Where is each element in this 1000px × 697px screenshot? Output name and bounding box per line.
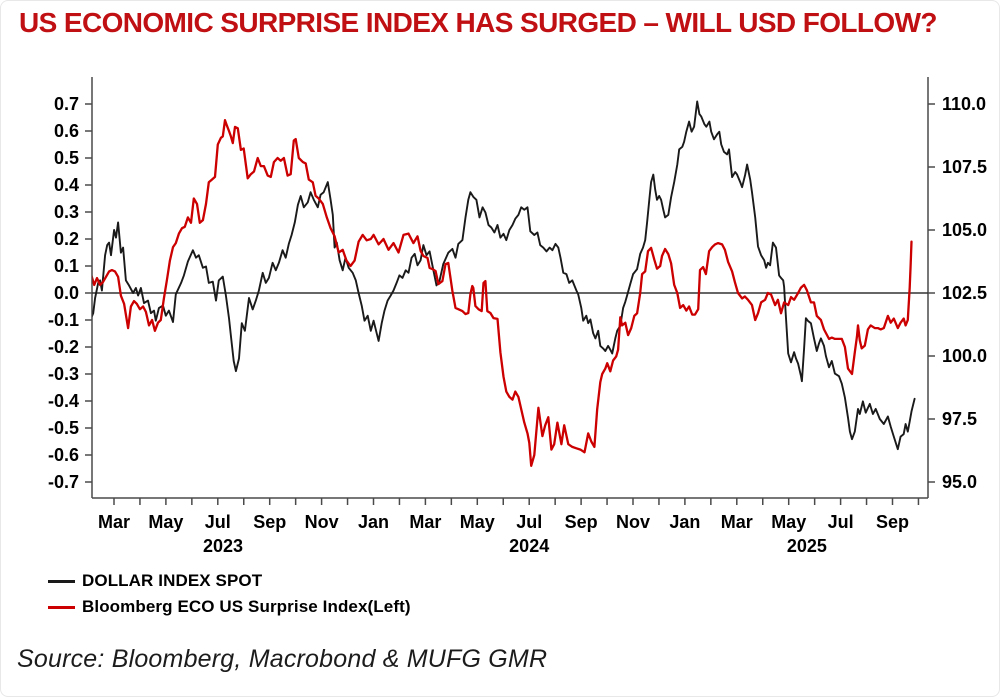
svg-text:Jul: Jul bbox=[828, 512, 854, 532]
svg-text:-0.1: -0.1 bbox=[48, 310, 79, 330]
svg-text:May: May bbox=[771, 512, 806, 532]
svg-text:Sep: Sep bbox=[565, 512, 598, 532]
svg-text:-0.2: -0.2 bbox=[48, 337, 79, 357]
svg-text:107.5: 107.5 bbox=[942, 157, 987, 177]
svg-text:105.0: 105.0 bbox=[942, 220, 987, 240]
svg-text:0.7: 0.7 bbox=[54, 94, 79, 114]
svg-text:Mar: Mar bbox=[721, 512, 753, 532]
svg-text:0.0: 0.0 bbox=[54, 283, 79, 303]
svg-text:102.5: 102.5 bbox=[942, 283, 987, 303]
legend-label-dollar-index: DOLLAR INDEX SPOT bbox=[82, 571, 263, 590]
legend: DOLLAR INDEX SPOT Bloomberg ECO US Surpr… bbox=[48, 568, 411, 620]
series-surprise-index bbox=[92, 119, 913, 467]
svg-text:0.2: 0.2 bbox=[54, 229, 79, 249]
svg-text:Sep: Sep bbox=[253, 512, 286, 532]
svg-text:2023: 2023 bbox=[203, 536, 243, 556]
svg-text:Jan: Jan bbox=[669, 512, 700, 532]
svg-text:Jul: Jul bbox=[205, 512, 231, 532]
svg-text:0.4: 0.4 bbox=[54, 175, 79, 195]
series-lines bbox=[92, 100, 916, 467]
svg-text:0.3: 0.3 bbox=[54, 202, 79, 222]
legend-line-swatch-black bbox=[48, 579, 75, 583]
svg-text:0.6: 0.6 bbox=[54, 121, 79, 141]
svg-text:Jul: Jul bbox=[516, 512, 542, 532]
left-axis-ticks: 0.7 0.6 0.5 0.4 0.3 0.2 0.1 0.0 -0.1 -0.2 -0.3 -0.4… bbox=[48, 94, 92, 492]
chart-area: 0.7 0.6 0.5 0.4 0.3 0.2 0.1 0.0 -0.1 -0.2 -0.3 -0.4… bbox=[1, 1, 999, 561]
legend-item-dollar-index: DOLLAR INDEX SPOT bbox=[48, 568, 411, 594]
svg-text:100.0: 100.0 bbox=[942, 346, 987, 366]
legend-label-surprise-index: Bloomberg ECO US Surprise Index(Left) bbox=[82, 597, 411, 616]
svg-text:0.1: 0.1 bbox=[54, 256, 79, 276]
svg-text:Nov: Nov bbox=[616, 512, 650, 532]
svg-text:-0.7: -0.7 bbox=[48, 472, 79, 492]
svg-text:May: May bbox=[148, 512, 183, 532]
series-dollar-index bbox=[92, 100, 916, 451]
source-caption: Source: Bloomberg, Macrobond & MUFG GMR bbox=[17, 645, 548, 673]
svg-text:Nov: Nov bbox=[305, 512, 339, 532]
svg-text:-0.4: -0.4 bbox=[48, 391, 79, 411]
svg-text:Mar: Mar bbox=[98, 512, 130, 532]
svg-text:0.5: 0.5 bbox=[54, 148, 79, 168]
chart-canvas: 0.7 0.6 0.5 0.4 0.3 0.2 0.1 0.0 -0.1 -0.2 -0.3 -0.4… bbox=[48, 77, 987, 556]
legend-item-surprise-index: Bloomberg ECO US Surprise Index(Left) bbox=[48, 594, 411, 620]
svg-text:Jan: Jan bbox=[358, 512, 389, 532]
svg-text:110.0: 110.0 bbox=[942, 94, 986, 114]
svg-text:2025: 2025 bbox=[787, 536, 827, 556]
chart-title: US ECONOMIC SURPRISE INDEX HAS SURGED – … bbox=[19, 7, 938, 38]
svg-text:-0.3: -0.3 bbox=[48, 364, 79, 384]
svg-text:95.0: 95.0 bbox=[942, 472, 977, 492]
svg-text:97.5: 97.5 bbox=[942, 409, 977, 429]
x-axis-ticks: Mar May Jul Sep Nov Jan Mar May Jul Sep Nov Jan Mar M… bbox=[98, 498, 920, 556]
svg-text:Mar: Mar bbox=[409, 512, 441, 532]
svg-text:-0.6: -0.6 bbox=[48, 445, 79, 465]
svg-text:May: May bbox=[460, 512, 495, 532]
svg-text:Sep: Sep bbox=[876, 512, 909, 532]
svg-text:-0.5: -0.5 bbox=[48, 418, 79, 438]
right-axis-ticks: 110.0 107.5 105.0 102.5 100.0 97.5 95.0 bbox=[928, 94, 987, 492]
svg-text:2024: 2024 bbox=[509, 536, 549, 556]
legend-line-swatch-red bbox=[48, 605, 75, 609]
